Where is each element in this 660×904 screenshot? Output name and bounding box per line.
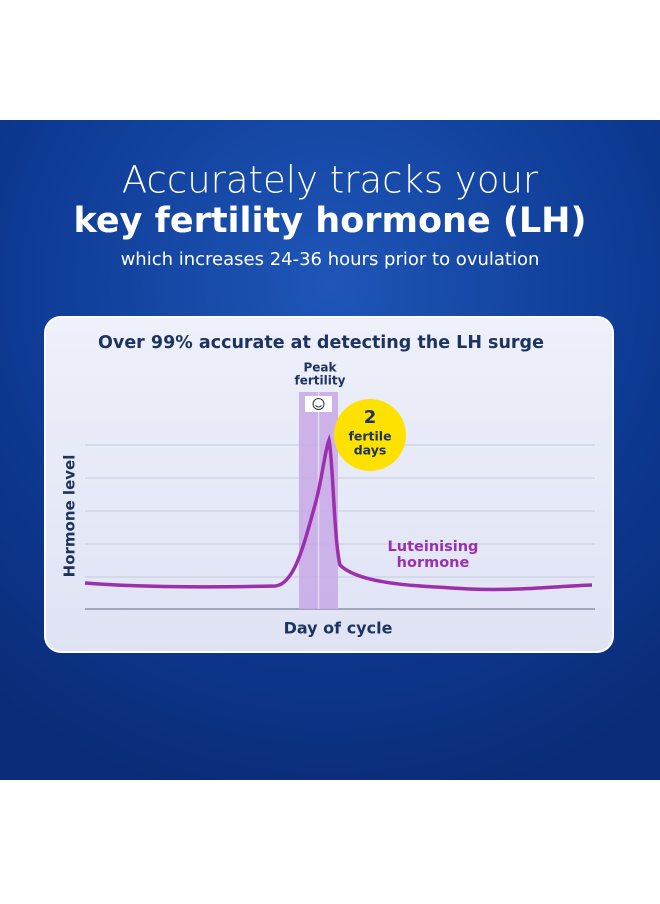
x-axis-label: Day of cycle	[284, 619, 393, 638]
badge-text: fertile	[348, 429, 391, 444]
headline-2: key fertility hormone (LH)	[74, 201, 587, 241]
card-title: Over 99% accurate at detecting the LH su…	[98, 333, 544, 353]
peak-label: Peak	[303, 361, 337, 375]
headline-1: Accurately tracks your	[122, 159, 539, 202]
badge-text: days	[354, 443, 387, 458]
subheadline: which increases 24-36 hours prior to ovu…	[121, 249, 540, 270]
peak-label: fertility	[295, 374, 346, 388]
curve-label: hormone	[397, 555, 470, 571]
smiley-box	[305, 396, 332, 412]
badge-number: 2	[364, 407, 377, 428]
y-axis-label: Hormone level	[61, 455, 79, 578]
curve-label: Luteinising	[388, 539, 479, 555]
smiley-mouth	[315, 405, 322, 408]
lh-curve	[84, 433, 593, 592]
badge	[334, 399, 406, 471]
smiley	[312, 398, 325, 410]
